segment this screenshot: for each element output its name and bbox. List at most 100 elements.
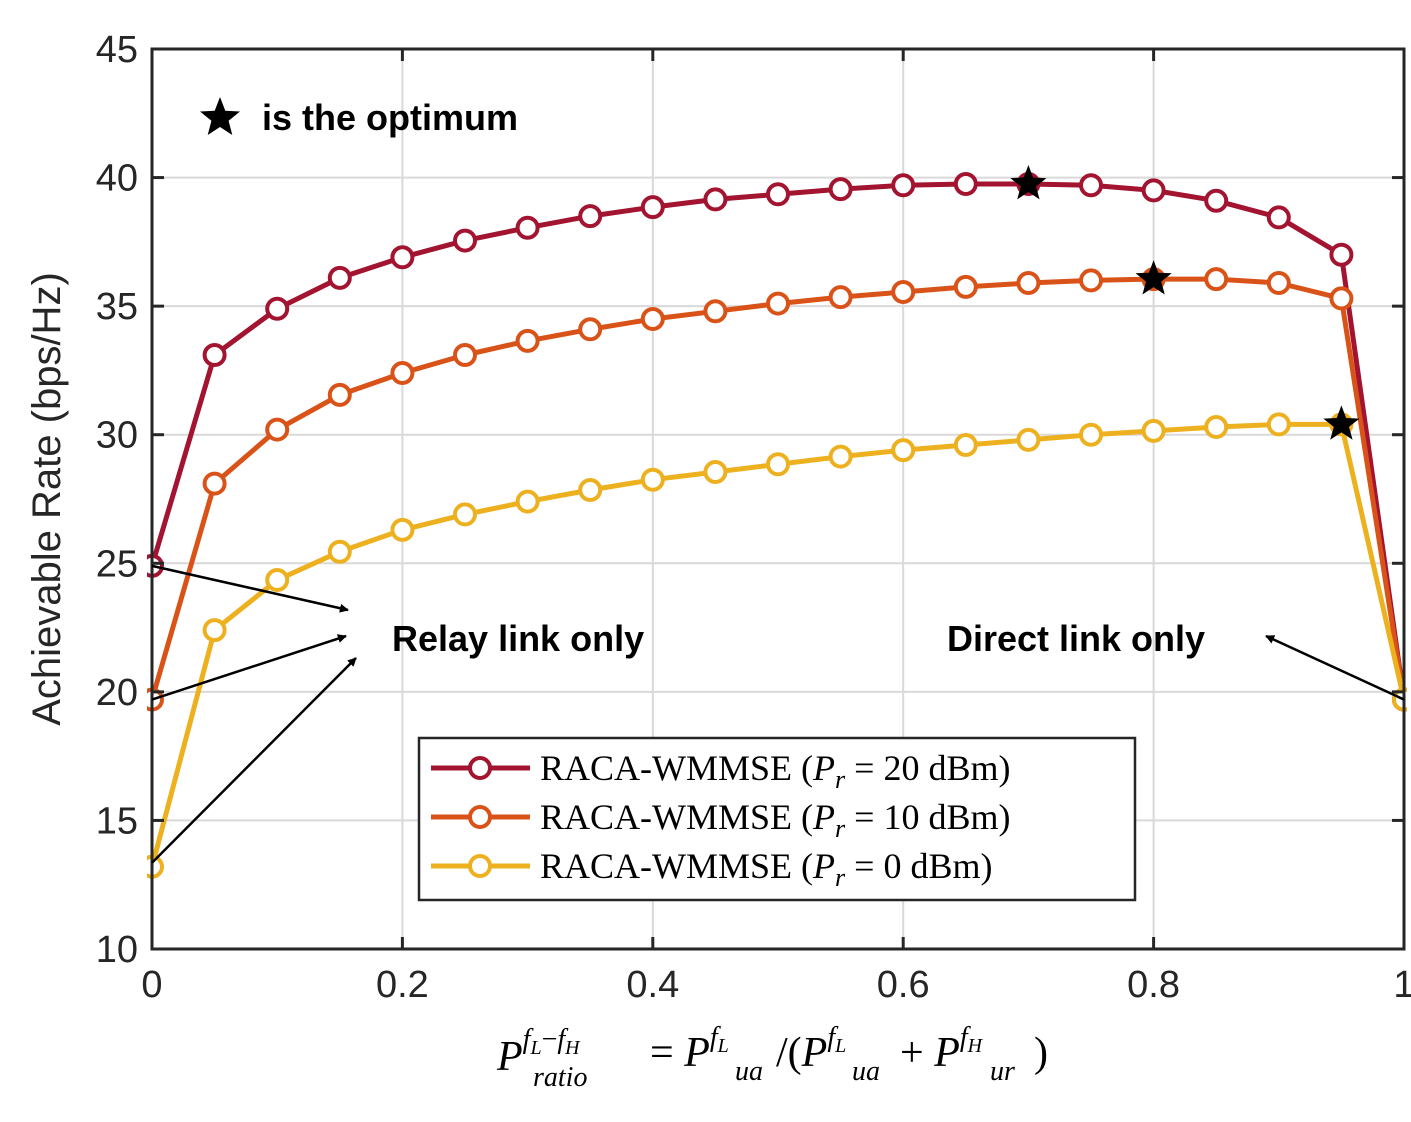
legend: RACA-WMMSE (Pr = 20 dBm) RACA-WMMSE (Pr … [417, 736, 1137, 902]
legend-label-2: RACA-WMMSE ( [540, 797, 813, 837]
data-point [1079, 268, 1103, 293]
data-point [953, 172, 978, 196]
svg-text:RACA-WMMSE (Pr = 10 dBm): RACA-WMMSE (Pr = 10 dBm) [540, 797, 1010, 843]
y-tick-label: 45 [96, 29, 138, 71]
data-point [515, 215, 540, 240]
data-point [202, 471, 227, 496]
annotation-arrow [151, 634, 347, 701]
annotation-arrow [1265, 634, 1405, 701]
data-point [1141, 178, 1166, 203]
axes-box [150, 47, 1406, 951]
data-point [953, 274, 978, 299]
data-point [1141, 418, 1166, 443]
series-3 [147, 412, 1407, 879]
x-tick-label: 0.6 [877, 964, 930, 1006]
axis-ticks: 0 0.2 0.4 0.6 0.8 1 10 15 20 25 30 35 40 45 [96, 29, 1411, 1006]
data-point [265, 417, 290, 442]
x-tick-label: 0.2 [376, 964, 429, 1006]
direct-link-label: Direct link only [947, 618, 1205, 659]
data-point [1016, 427, 1041, 452]
data-point [953, 433, 978, 457]
data-point [1204, 188, 1229, 213]
optimum-note: is the optimum [262, 97, 518, 138]
data-point [703, 187, 728, 212]
y-tick-label: 40 [96, 158, 138, 200]
data-point [578, 204, 603, 229]
data-point [891, 173, 916, 198]
y-tick-label: 35 [96, 286, 138, 328]
legend-value-2: = 10 dBm) [854, 797, 1010, 837]
data-point [265, 568, 290, 592]
svg-text:RACA-WMMSE (Pr = 0 dBm): RACA-WMMSE (Pr = 0 dBm) [540, 846, 992, 892]
data-point [327, 265, 352, 290]
data-point [578, 317, 603, 342]
y-axis-label: Achievable Rate (bps/Hz) [25, 272, 69, 726]
relay-link-label: Relay link only [392, 618, 644, 659]
data-point [390, 517, 415, 542]
data-point [766, 182, 790, 207]
data-point [1266, 412, 1291, 437]
legend-value-1: = 20 dBm) [854, 748, 1010, 788]
x-tick-label: 0 [141, 964, 162, 1006]
legend-label-1: RACA-WMMSE ( [540, 748, 813, 788]
data-point [453, 228, 477, 253]
annotation-arrow [151, 657, 357, 864]
data-point [1204, 415, 1229, 439]
legend-value-3: = 0 dBm) [854, 846, 992, 886]
data-point [327, 382, 352, 407]
data-point [202, 618, 227, 643]
y-tick-label: 30 [96, 415, 138, 457]
data-point [515, 328, 540, 353]
data-point [703, 299, 728, 324]
x-tick-label: 0.8 [1127, 964, 1180, 1006]
data-point [265, 296, 290, 321]
annotation-arrow [151, 564, 349, 613]
legend-marker-3 [468, 854, 492, 878]
y-tick-label: 10 [96, 929, 138, 971]
data-point [327, 539, 352, 564]
series-2 [147, 267, 1407, 712]
y-tick-label: 15 [96, 800, 138, 842]
optimum-star [1135, 260, 1172, 295]
data-point [766, 291, 790, 316]
data-point [891, 280, 916, 304]
legend-marker-2 [468, 805, 492, 829]
optimum-stars [1010, 165, 1360, 440]
data-point [453, 343, 477, 367]
data-point [515, 489, 540, 514]
data-point [1079, 422, 1103, 447]
data-point [828, 177, 853, 202]
data-point [1204, 267, 1229, 292]
y-tick-label: 25 [96, 543, 138, 585]
x-tick-label: 0.4 [626, 964, 679, 1006]
data-point [891, 438, 916, 463]
data-point [766, 452, 790, 477]
data-point [703, 460, 728, 484]
data-point [640, 195, 665, 220]
legend-label-3: RACA-WMMSE ( [540, 846, 813, 886]
annotation-arrows [151, 564, 1405, 864]
legend-box [417, 736, 1137, 902]
data-point [640, 307, 665, 331]
x-tick-label: 1 [1393, 964, 1411, 1006]
data-point [390, 361, 415, 385]
x-axis-label: PfL−fH ratio= PfLua/(PfLua + PfHur) [496, 1022, 1048, 1093]
legend-marker-1 [468, 756, 492, 780]
svg-text:RACA-WMMSE (Pr = 20 dBm): RACA-WMMSE (Pr = 20 dBm) [540, 748, 1010, 794]
y-tick-label: 20 [96, 672, 138, 714]
optimum-star [1010, 165, 1047, 200]
data-point [640, 467, 665, 492]
optimum-star [1323, 405, 1360, 440]
data-point [1016, 271, 1041, 295]
data-point [202, 343, 227, 367]
data-point [828, 285, 853, 310]
data-point [1329, 286, 1354, 311]
data-point [453, 502, 477, 527]
data-point [390, 245, 415, 270]
data-point [1266, 205, 1291, 230]
series-layer [147, 172, 1407, 879]
data-point [578, 478, 603, 502]
data-point [828, 444, 853, 469]
data-point [1266, 271, 1291, 295]
